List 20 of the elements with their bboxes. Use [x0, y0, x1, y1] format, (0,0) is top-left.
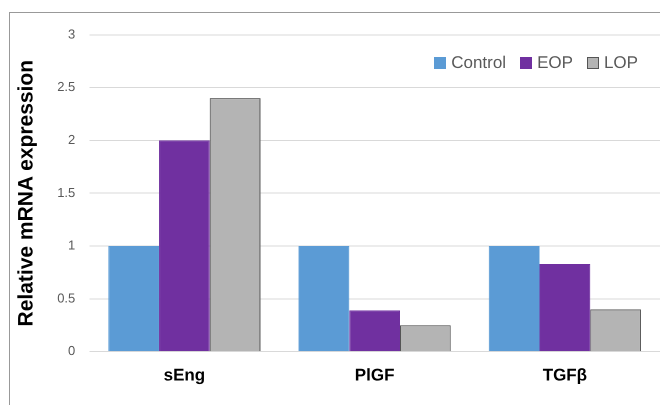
y-tick-label: 1	[68, 238, 76, 253]
y-tick-label: 0.5	[57, 290, 76, 306]
y-tick-label: 1.5	[57, 184, 76, 200]
bar	[159, 140, 210, 352]
bar	[298, 246, 350, 352]
legend-label: EOP	[537, 53, 573, 72]
bar	[349, 310, 400, 352]
y-axis-title: Relative mRNA expression	[14, 60, 38, 326]
bar	[540, 264, 590, 352]
bar	[108, 246, 160, 352]
x-tick-label: sEng	[164, 365, 206, 384]
y-tick-label: 2.5	[57, 79, 76, 94]
x-tick-label: TGFβ	[542, 365, 588, 384]
legend-label: LOP	[604, 53, 638, 72]
y-tick-label: 2	[68, 132, 76, 147]
x-tick-label: PlGF	[354, 365, 394, 384]
legend-label: Control	[451, 53, 506, 72]
y-tick-label: 3	[68, 26, 76, 42]
y-tick-label: 0	[68, 343, 76, 358]
bar	[488, 246, 540, 352]
